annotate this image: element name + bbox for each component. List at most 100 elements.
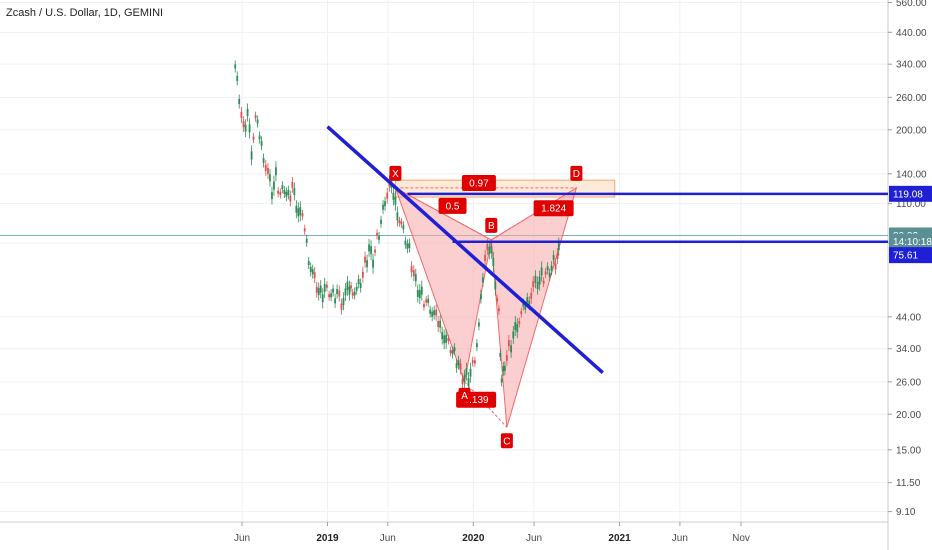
candle — [386, 192, 389, 199]
candle — [471, 360, 474, 364]
candle — [433, 310, 436, 316]
candle — [366, 260, 368, 268]
candle — [530, 292, 533, 299]
candle — [330, 293, 332, 298]
candle — [490, 246, 493, 254]
candle — [420, 286, 423, 295]
candle — [277, 190, 280, 194]
candle — [281, 185, 284, 190]
y-tick-label: 340.00 — [896, 60, 927, 71]
candle — [368, 244, 370, 252]
candle — [476, 343, 478, 348]
price-tag-label: 14:10:18 — [893, 237, 932, 248]
ratio-label: 1.824 — [541, 204, 566, 215]
candle — [441, 332, 444, 340]
price-tag-label: 119.08 — [893, 189, 923, 200]
candle — [461, 378, 464, 385]
candle — [238, 99, 241, 105]
candle — [453, 347, 456, 352]
candle — [429, 309, 432, 314]
x-tick-label: 2021 — [608, 533, 631, 544]
x-tick-label: Jun — [672, 533, 688, 544]
candle — [336, 289, 338, 295]
candle — [289, 195, 292, 202]
candle — [557, 243, 560, 251]
candle — [414, 274, 417, 282]
candle — [416, 289, 419, 297]
candle — [400, 221, 403, 225]
candle — [439, 320, 442, 328]
candle — [250, 151, 253, 160]
candle — [234, 64, 237, 69]
ratio-badge — [533, 200, 574, 217]
candle — [554, 263, 557, 270]
candle — [524, 305, 527, 310]
pattern-leg-xb — [395, 187, 492, 241]
candle — [340, 303, 343, 310]
candle — [297, 208, 300, 217]
candle — [321, 294, 324, 303]
candle — [469, 368, 472, 377]
trendline — [326, 125, 604, 374]
ratio-label: 0.5 — [446, 201, 460, 212]
candle — [334, 298, 336, 304]
candle — [359, 283, 362, 289]
candle — [264, 164, 267, 171]
pattern-point-label: X — [392, 169, 399, 180]
x-tick-label: Jun — [234, 533, 250, 544]
candle — [361, 271, 364, 278]
candle — [240, 111, 243, 118]
candle — [279, 192, 282, 196]
candle — [378, 235, 380, 240]
y-tick-label: 26.00 — [896, 377, 921, 388]
candle — [492, 258, 495, 267]
candle — [418, 290, 421, 299]
candle — [431, 311, 434, 317]
candle — [254, 115, 257, 119]
y-tick-label: 560.00 — [896, 0, 927, 9]
candle — [293, 187, 296, 195]
pattern-triangle-xab — [394, 186, 492, 384]
candle — [299, 207, 302, 216]
candle — [275, 167, 277, 176]
candle — [394, 196, 397, 205]
x-tick-label: 2020 — [462, 533, 485, 544]
pattern-point-label: A — [461, 391, 468, 402]
candle — [350, 285, 352, 289]
candle — [423, 304, 425, 308]
y-tick-label: 9.10 — [896, 507, 916, 518]
candle — [396, 212, 399, 221]
candle — [528, 300, 531, 306]
candle — [355, 286, 358, 291]
candle — [542, 280, 545, 284]
candle — [514, 321, 517, 330]
candle — [457, 360, 460, 366]
x-tick-label: 2019 — [316, 533, 339, 544]
candle — [370, 246, 372, 255]
pattern-point-label: C — [503, 436, 510, 447]
candle — [332, 288, 334, 293]
pattern-point-label: B — [488, 221, 495, 232]
candle — [500, 378, 503, 383]
candle — [544, 271, 547, 275]
candle — [364, 256, 366, 263]
candle — [303, 228, 306, 232]
candle — [236, 75, 239, 81]
price-tag-label: 75.61 — [893, 251, 918, 262]
candle — [550, 265, 553, 271]
candle — [244, 124, 247, 132]
x-tick-label: Jun — [526, 533, 542, 544]
ratio-label: 1.139 — [464, 395, 489, 406]
candle — [427, 298, 430, 303]
candle — [451, 350, 454, 355]
candle — [552, 254, 555, 260]
grid — [0, 0, 888, 522]
candle — [465, 368, 468, 376]
candle — [357, 279, 360, 285]
candle — [546, 266, 549, 271]
x-tick-label: Jun — [380, 533, 396, 544]
candle — [325, 284, 328, 288]
candle — [534, 275, 537, 283]
